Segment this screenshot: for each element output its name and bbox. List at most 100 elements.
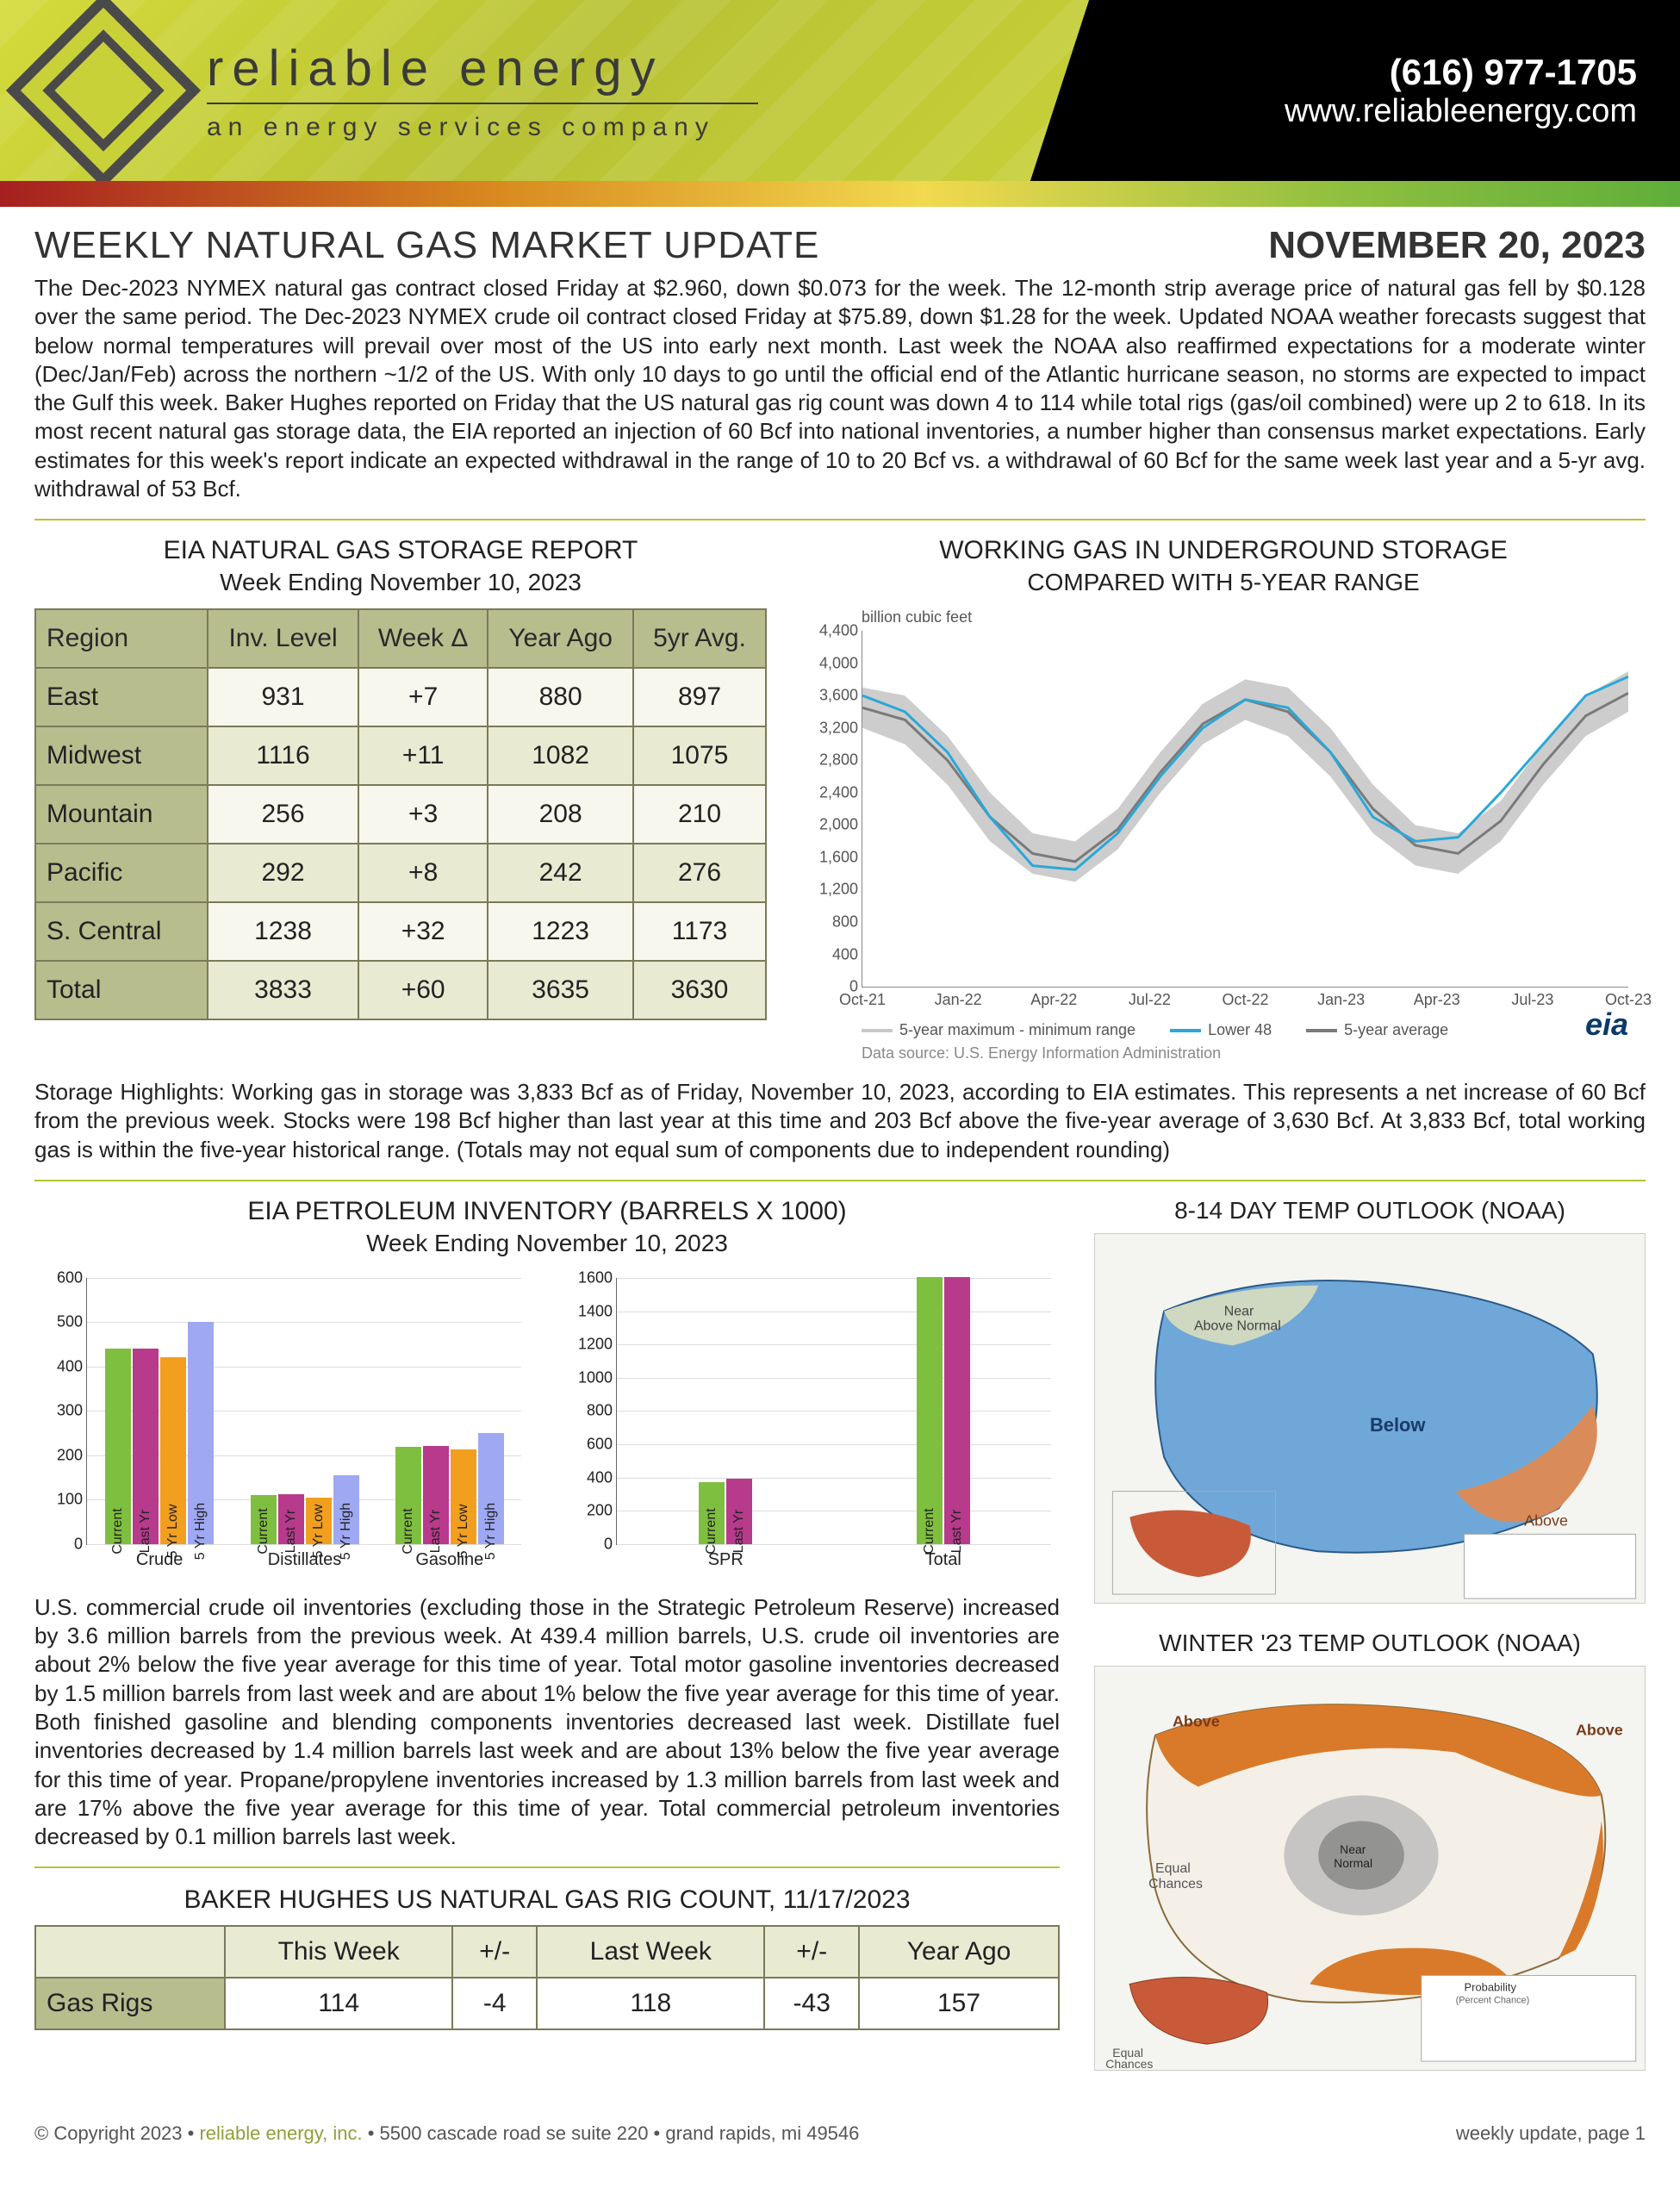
table-cell: East xyxy=(35,668,208,726)
table-cell: 1116 xyxy=(208,726,358,785)
chart-ytick: 1600 xyxy=(574,1268,613,1287)
bar-label: Last Yr xyxy=(731,1510,747,1553)
footer-copyright: © Copyright 2023 • xyxy=(34,2122,199,2144)
chart-xtick: Jul-22 xyxy=(1129,991,1171,1009)
legend-5yr-avg: 5-year average xyxy=(1306,1021,1448,1039)
table-cell: Gas Rigs xyxy=(35,1978,225,2029)
svg-text:Near: Near xyxy=(1224,1304,1254,1318)
divider xyxy=(34,519,1646,520)
svg-text:(Percent Chance): (Percent Chance) xyxy=(1456,1995,1530,2005)
table-cell: +11 xyxy=(358,726,488,785)
table-cell: 3630 xyxy=(633,961,766,1019)
chart-ytick: 100 xyxy=(44,1491,83,1509)
chart-xtick: Jan-22 xyxy=(935,991,982,1009)
bar-label: 5 Yr High xyxy=(193,1503,208,1560)
footer-address: • 5500 cascade road se suite 220 • grand… xyxy=(363,2122,860,2144)
chart-ytick: 3,200 xyxy=(811,719,858,737)
table-cell: 114 xyxy=(225,1978,452,2029)
chart-ytick: 3,600 xyxy=(811,687,858,705)
table-cell: Midwest xyxy=(35,726,208,785)
maps-column: 8-14 DAY TEMP OUTLOOK (NOAA) Near Above … xyxy=(1094,1197,1646,2097)
legend-range: 5-year maximum - minimum range xyxy=(862,1021,1136,1039)
map-winter: Above Above Equal Chances Near Normal Eq… xyxy=(1094,1666,1646,2071)
footer-left: © Copyright 2023 • reliable energy, inc.… xyxy=(34,2122,859,2145)
table-cell: 1082 xyxy=(488,726,633,785)
storage-table-block: EIA NATURAL GAS STORAGE REPORT Week Endi… xyxy=(34,536,767,1062)
storage-table-sub: Week Ending November 10, 2023 xyxy=(34,569,767,596)
table-header: Year Ago xyxy=(859,1926,1059,1978)
chart-ytick: 0 xyxy=(574,1535,613,1553)
table-cell: 1173 xyxy=(633,902,766,961)
bar-label: Last Yr xyxy=(949,1510,965,1553)
bar-label: Current xyxy=(704,1508,719,1554)
table-cell: Pacific xyxy=(35,844,208,902)
map-814-block: 8-14 DAY TEMP OUTLOOK (NOAA) Near Above … xyxy=(1094,1197,1646,1604)
table-cell: 1075 xyxy=(633,726,766,785)
table-cell: +8 xyxy=(358,844,488,902)
bar: 5 Yr High xyxy=(333,1475,359,1544)
chart-ytick: 800 xyxy=(811,913,858,932)
petroleum-sub: Week Ending November 10, 2023 xyxy=(34,1230,1060,1257)
table-cell: -4 xyxy=(452,1978,537,2029)
svg-text:Above Normal: Above Normal xyxy=(1194,1318,1281,1333)
bar-group-label: SPR xyxy=(708,1550,744,1570)
table-cell: +32 xyxy=(358,902,488,961)
chart-xtick: Apr-23 xyxy=(1414,991,1460,1009)
header-left: reliable energy an energy services compa… xyxy=(0,0,1111,181)
petroleum-chart-right-grid: 02004006008001000120014001600CurrentLast… xyxy=(616,1278,1051,1545)
bar: Current xyxy=(105,1349,131,1544)
bar: 5 Yr High xyxy=(188,1322,214,1544)
svg-text:Above: Above xyxy=(1173,1713,1220,1730)
table-cell: 210 xyxy=(633,785,766,844)
storage-chart: billion cubic feet 04008001,2001,6002,00… xyxy=(801,608,1646,1039)
bar-label: Last Yr xyxy=(428,1510,444,1553)
table-row: Mountain256+3208210 xyxy=(35,785,766,844)
bar: Current xyxy=(917,1277,943,1544)
chart-ytick: 600 xyxy=(44,1268,83,1287)
chart-ytick: 1,200 xyxy=(811,881,858,899)
petroleum-chart-left: 0100200300400500600CurrentLast Yr5 Yr Lo… xyxy=(34,1269,530,1580)
bar-group-label: Total xyxy=(925,1550,961,1570)
petroleum-left: EIA PETROLEUM INVENTORY (BARRELS X 1000)… xyxy=(34,1197,1060,2097)
eia-logo: eia xyxy=(1547,1006,1628,1043)
lead-paragraph: The Dec-2023 NYMEX natural gas contract … xyxy=(34,274,1646,503)
map-814: Near Above Normal Below Above xyxy=(1094,1233,1646,1604)
table-row: Gas Rigs114-4118-43157 xyxy=(35,1978,1059,2029)
table-header: +/- xyxy=(764,1926,859,1978)
bar-label: Current xyxy=(110,1508,126,1554)
svg-text:Chances: Chances xyxy=(1148,1877,1203,1891)
bar-group: CurrentLast Yr5 Yr Low5 Yr HighCrude xyxy=(105,1322,214,1544)
table-cell: 880 xyxy=(488,668,633,726)
petroleum-title: EIA PETROLEUM INVENTORY (BARRELS X 1000) xyxy=(34,1197,1060,1226)
chart-ytick: 0 xyxy=(44,1535,83,1553)
bar: Last Yr xyxy=(726,1479,752,1544)
chart-ytick: 600 xyxy=(574,1436,613,1454)
storage-section: EIA NATURAL GAS STORAGE REPORT Week Endi… xyxy=(34,536,1646,1062)
table-cell: 1223 xyxy=(488,902,633,961)
legend-lower48: Lower 48 xyxy=(1170,1021,1272,1039)
table-cell: 157 xyxy=(859,1978,1059,2029)
storage-chart-grid: 04008001,2001,6002,0002,4002,8003,2003,6… xyxy=(862,631,1628,988)
chart-xtick: Jan-23 xyxy=(1317,991,1365,1009)
contact-phone: (616) 977-1705 xyxy=(1390,52,1637,93)
divider xyxy=(34,1180,1646,1181)
footer-right: weekly update, page 1 xyxy=(1456,2122,1646,2145)
chart-xtick: Oct-22 xyxy=(1222,991,1268,1009)
report-date: NOVEMBER 20, 2023 xyxy=(1268,224,1646,267)
table-cell: 242 xyxy=(488,844,633,902)
table-header: 5yr Avg. xyxy=(633,609,766,668)
table-cell: 276 xyxy=(633,844,766,902)
chart-ytick: 800 xyxy=(574,1402,613,1420)
table-header: Region xyxy=(35,609,208,668)
svg-text:Above: Above xyxy=(1576,1722,1623,1739)
storage-highlights: Storage Highlights: Working gas in stora… xyxy=(34,1078,1646,1164)
chart-ytick: 200 xyxy=(44,1446,83,1464)
table-cell: +7 xyxy=(358,668,488,726)
bar-group-label: Gasoline xyxy=(415,1550,483,1570)
bar: Current xyxy=(251,1495,277,1544)
bar: 5 Yr High xyxy=(478,1433,504,1544)
brand-rule xyxy=(207,103,758,104)
divider xyxy=(34,1866,1060,1868)
bar-group: CurrentLast Yr5 Yr Low5 Yr HighDistillat… xyxy=(251,1475,359,1544)
svg-text:Below: Below xyxy=(1370,1414,1426,1436)
